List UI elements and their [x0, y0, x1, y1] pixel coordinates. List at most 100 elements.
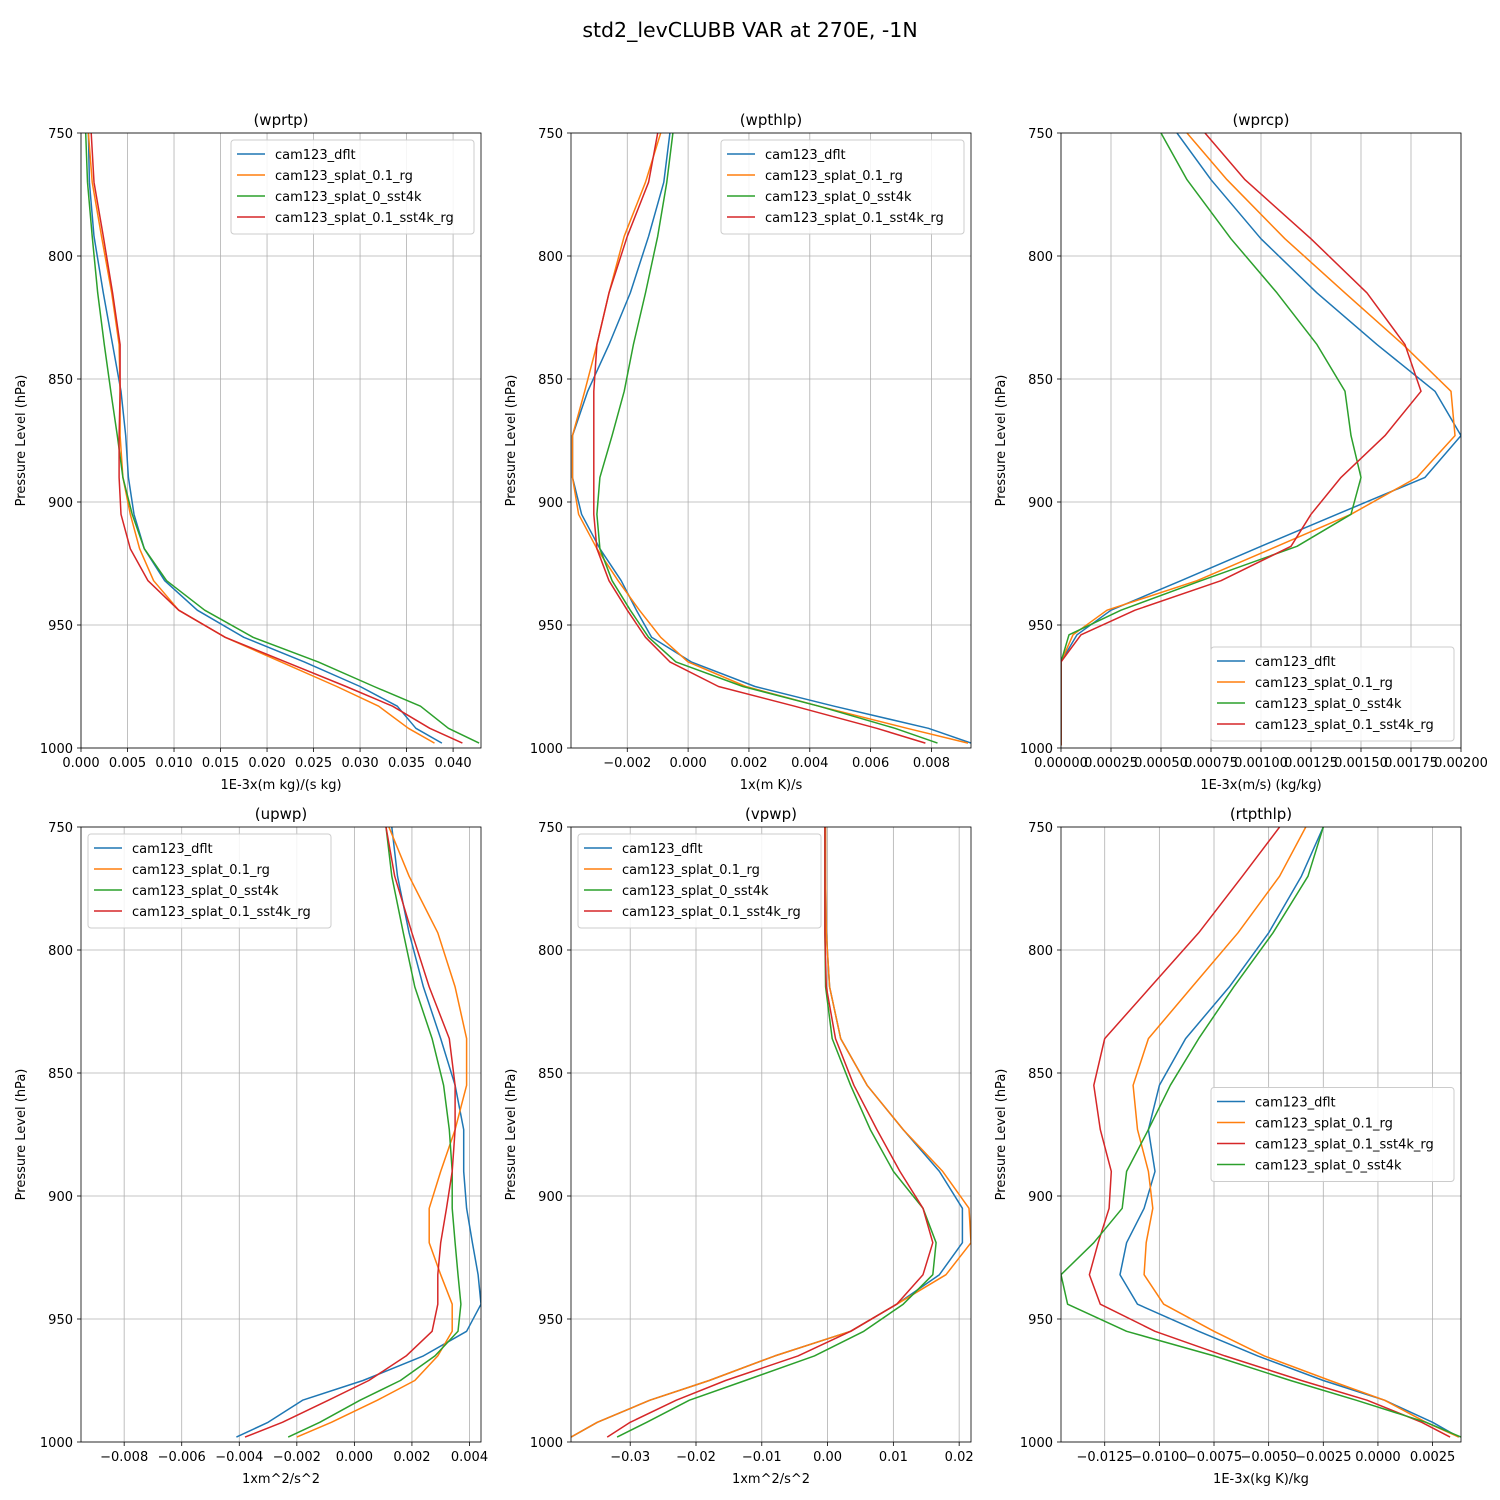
series-line-cam123-dflt: [1119, 827, 1460, 1438]
y-axis-label: Pressure Level (hPa): [994, 375, 1009, 507]
legend-label: cam123_splat_0.1_sst4k_rg: [275, 211, 454, 226]
legend-label: cam123_splat_0_sst4k: [1255, 697, 1402, 712]
x-tick-label: 0.000: [336, 1450, 373, 1465]
y-tick-label: 900: [48, 1190, 73, 1205]
series-line-cam123-dflt: [571, 133, 971, 744]
series-group-wpthlp: [571, 133, 971, 744]
y-tick-label: 850: [1028, 373, 1053, 388]
x-tick-label: 0.00125: [1284, 756, 1338, 771]
x-tick-label: 0.004: [791, 756, 828, 771]
x-tick-label: −0.006: [158, 1450, 206, 1465]
y-axis-label: Pressure Level (hPa): [504, 1069, 519, 1201]
panel-title: (wprtp): [253, 111, 308, 129]
y-tick-label: 800: [1028, 944, 1053, 959]
series-line-cam123-splat-0-1-rg: [571, 827, 971, 1438]
series-group-upwp: [236, 827, 481, 1438]
y-tick-label: 950: [1028, 1313, 1053, 1328]
x-tick-label: 0.0025: [1410, 1450, 1456, 1465]
x-tick-label: 0.004: [451, 1450, 488, 1465]
axes-frame-vpwp: [570, 826, 972, 1443]
y-tick-label: 900: [1028, 1190, 1053, 1205]
panel-title: (upwp): [255, 805, 308, 823]
legend-rtpthlp: cam123_dflt cam123_splat_0.1_rg cam123_spl…: [1210, 1087, 1455, 1182]
y-tick-label: 1000: [1020, 742, 1053, 757]
legend-label: cam123_splat_0_sst4k: [1255, 1159, 1402, 1174]
series-line-cam123-splat-0-sst4k: [1061, 827, 1461, 1438]
x-tick-label: 0.025: [295, 756, 332, 771]
x-tick-label: −0.002: [603, 756, 651, 771]
y-axis-label: Pressure Level (hPa): [994, 1069, 1009, 1201]
x-tick-label: 0.015: [202, 756, 239, 771]
figure-title: std2_levCLUBB VAR at 270E, -1N: [582, 18, 917, 43]
panel-title: (wpthlp): [740, 111, 803, 129]
legend-box: [87, 833, 332, 929]
x-axis-label: 1E-3x(kg K)/kg: [1213, 1472, 1309, 1487]
y-tick-label: 900: [538, 1190, 563, 1205]
y-tick-label: 950: [538, 619, 563, 634]
y-tick-label: 950: [48, 619, 73, 634]
legend-wpthlp: cam123_dflt cam123_splat_0.1_rg cam123_spl…: [720, 139, 965, 235]
y-tick-label: 900: [538, 496, 563, 511]
legend-label: cam123_splat_0.1_rg: [275, 169, 413, 184]
x-tick-label: 0.005: [109, 756, 146, 771]
panel-wprtp: 0.000 0.005 0.010 0.015 0.020 0.025 0.030 0.035…: [14, 111, 482, 793]
y-tick-label: 1000: [40, 742, 73, 757]
y-tick-label: 1000: [40, 1436, 73, 1451]
x-tick-label: 0.00050: [1134, 756, 1188, 771]
legend-label: cam123_dflt: [765, 148, 846, 163]
legend-wprtp: cam123_dflt cam123_splat_0.1_rg cam123_spl…: [230, 139, 475, 235]
legend-label: cam123_splat_0_sst4k: [622, 884, 769, 899]
legend-label: cam123_splat_0_sst4k: [132, 884, 279, 899]
legend-label: cam123_splat_0.1_sst4k_rg: [132, 905, 311, 920]
legend-upwp: cam123_dflt cam123_splat_0.1_rg cam123_spl…: [87, 833, 332, 929]
x-tick-label: −0.0025: [1295, 1450, 1351, 1465]
series-line-cam123-splat-0-1-rg: [1061, 133, 1456, 746]
legend-label: cam123_dflt: [1255, 655, 1336, 670]
legend-label: cam123_splat_0.1_rg: [765, 169, 903, 184]
x-tick-label: −0.0100: [1131, 1450, 1187, 1465]
panel-title: (vpwp): [745, 805, 797, 823]
x-tick-label: −0.008: [100, 1450, 148, 1465]
x-tick-label: 0.008: [913, 756, 950, 771]
series-line-cam123-splat-0-1-sst4k-rg: [244, 827, 456, 1438]
axes-frame-upwp: [80, 826, 482, 1443]
y-tick-label: 950: [48, 1313, 73, 1328]
series-group-vpwp: [571, 827, 971, 1438]
panel-vpwp: −0.03 −0.02 −0.01 0.00 0.01 0.02 750 800 850 900 9…: [504, 805, 974, 1487]
y-tick-label: 1000: [530, 1436, 563, 1451]
x-tick-label: −0.01: [742, 1450, 782, 1465]
series-group-rtpthlp: [1061, 827, 1461, 1438]
legend-box: [1210, 1087, 1455, 1182]
series-line-cam123-splat-0-1-sst4k-rg: [593, 133, 926, 744]
panel-rtpthlp: −0.0125−0.0100−0.0075−0.0050−0.0025 0.000…: [994, 805, 1462, 1487]
x-tick-label: 0.035: [388, 756, 425, 771]
y-tick-label: 800: [1028, 250, 1053, 265]
legend-box: [230, 139, 475, 235]
x-axis-label: 1E-3x(m kg)/(s kg): [220, 778, 341, 793]
axes-frame-wprtp: [80, 132, 482, 749]
x-tick-label: 0.002: [730, 756, 767, 771]
x-tick-label: 0.00200: [1434, 756, 1488, 771]
legend-label: cam123_dflt: [275, 148, 356, 163]
legend-wprcp: cam123_dflt cam123_splat_0.1_rg cam123_spl…: [1210, 646, 1455, 742]
y-axis-label: Pressure Level (hPa): [14, 1069, 29, 1201]
y-axis-label: Pressure Level (hPa): [14, 375, 29, 507]
x-tick-label: 0.000: [670, 756, 707, 771]
x-tick-label: −0.0050: [1240, 1450, 1296, 1465]
x-axis-label: 1E-3x(m/s) (kg/kg): [1200, 778, 1321, 793]
y-tick-label: 750: [1028, 821, 1053, 836]
x-tick-label: 0.0000: [1355, 1450, 1401, 1465]
x-tick-label: 0.02: [945, 1450, 974, 1465]
legend-label: cam123_splat_0.1_sst4k_rg: [1255, 1138, 1434, 1153]
y-tick-label: 950: [1028, 619, 1053, 634]
legend-label: cam123_dflt: [1255, 1096, 1336, 1111]
y-tick-label: 800: [48, 944, 73, 959]
y-tick-label: 800: [538, 944, 563, 959]
x-axis-label: 1x(m K)/s: [740, 778, 803, 793]
y-tick-label: 800: [48, 250, 73, 265]
legend-label: cam123_dflt: [132, 842, 213, 857]
y-tick-label: 850: [48, 373, 73, 388]
legend-label: cam123_splat_0.1_sst4k_rg: [622, 905, 801, 920]
legend-label: cam123_dflt: [622, 842, 703, 857]
